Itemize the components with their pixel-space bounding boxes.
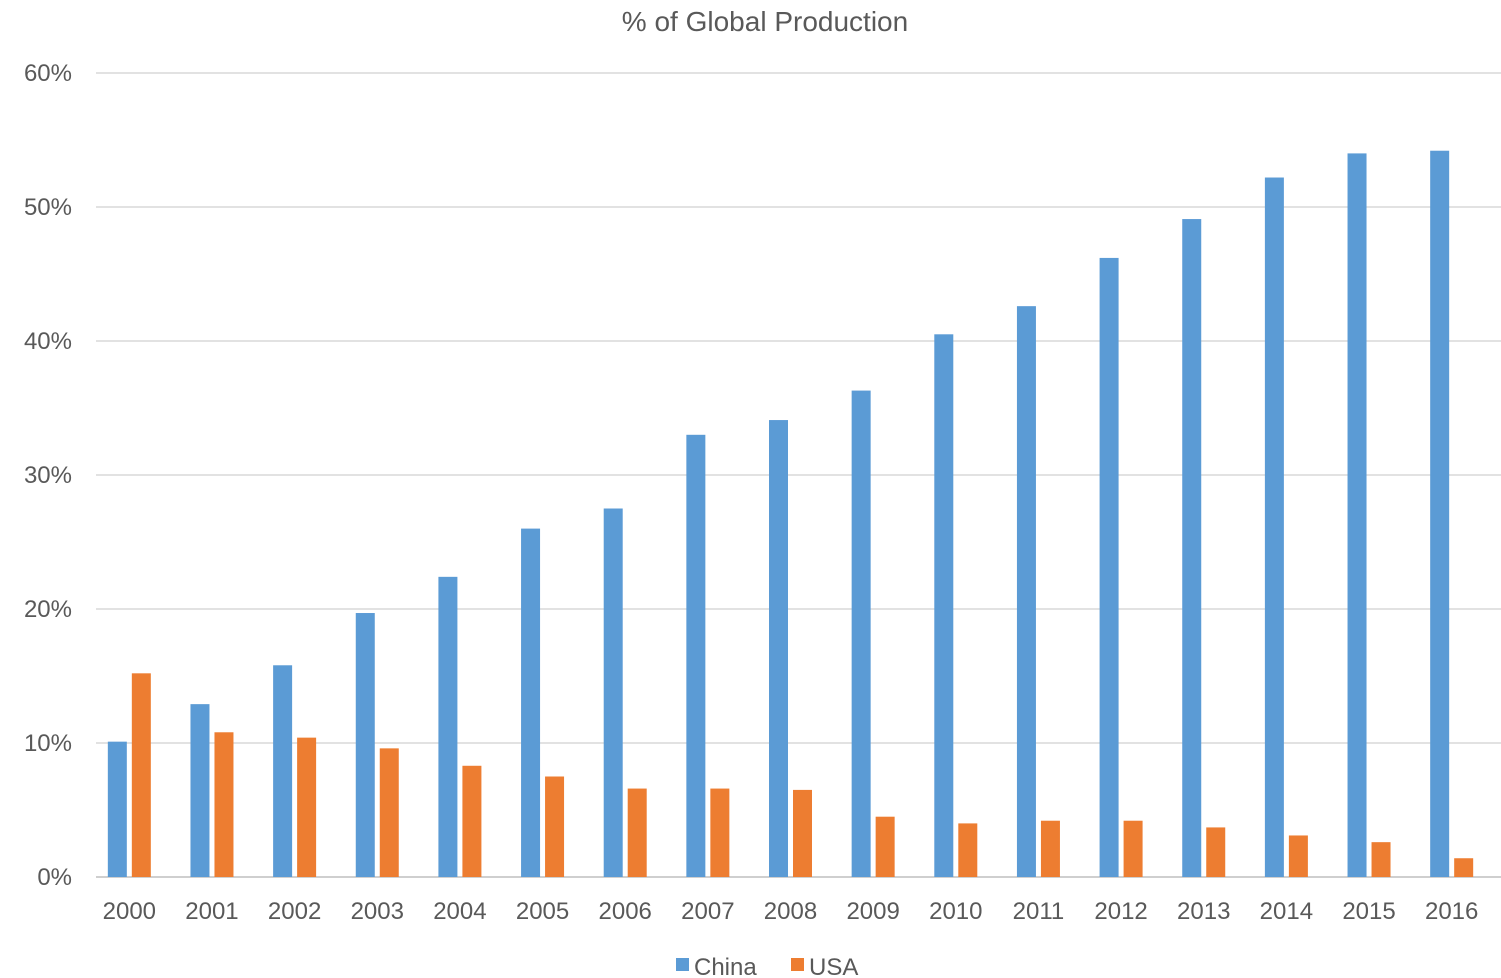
y-tick-label: 40% [24, 328, 72, 355]
bar-usa-2014 [1288, 835, 1308, 877]
y-tick-label: 0% [37, 864, 72, 891]
x-tick-label: 2012 [1094, 898, 1147, 925]
bar-usa-2008 [793, 789, 812, 877]
bar-china-2001 [190, 704, 210, 877]
bar-china-2000 [107, 741, 127, 877]
x-tick-label: 2003 [351, 898, 404, 925]
bar-usa-2012 [1123, 820, 1143, 877]
bar-usa-2005 [545, 776, 565, 877]
bar-china-2013 [1182, 219, 1202, 877]
y-tick-label: 20% [24, 596, 72, 623]
x-tick-label: 2010 [929, 898, 982, 925]
chart-title: % of Global Production [622, 6, 908, 37]
bar-usa-2006 [627, 788, 647, 877]
bar-china-2012 [1099, 257, 1119, 877]
bar-china-2010 [934, 334, 954, 877]
bar-usa-2013 [1206, 827, 1226, 877]
bar-china-2007 [686, 434, 706, 877]
y-tick-label: 30% [24, 462, 72, 489]
bar-usa-2000 [131, 673, 151, 877]
x-tick-label: 2014 [1260, 898, 1313, 925]
bar-usa-2011 [1040, 820, 1060, 877]
bar-usa-2007 [710, 788, 730, 877]
bar-usa-2002 [297, 737, 317, 877]
bar-china-2016 [1430, 150, 1450, 878]
x-tick-label: 2001 [185, 898, 238, 925]
bar-usa-2009 [875, 816, 895, 877]
x-tick-label: 2011 [1013, 898, 1065, 925]
bar-china-2015 [1347, 153, 1367, 877]
y-axis-tick-labels: 0% 10% 20% 30% 40% 50% 60% [24, 60, 72, 891]
x-tick-label: 2009 [846, 898, 899, 925]
x-tick-label: 2016 [1425, 898, 1478, 925]
bar-china-2006 [603, 508, 623, 877]
bars [107, 150, 1474, 878]
y-tick-label: 60% [24, 60, 72, 87]
bar-china-2005 [521, 528, 541, 877]
x-axis-tick-labels: 2000 2001 2002 2003 2004 2005 2006 2007 2008 2009… [103, 898, 1479, 925]
bar-china-2011 [1016, 306, 1036, 877]
legend-swatch-usa [791, 958, 804, 971]
bar-usa-2010 [958, 823, 978, 877]
bar-china-2002 [273, 665, 293, 877]
bar-china-2009 [851, 390, 871, 877]
bar-usa-2015 [1371, 842, 1391, 877]
x-tick-label: 2002 [268, 898, 321, 925]
legend-swatch-china [676, 958, 689, 971]
x-tick-label: 2005 [516, 898, 569, 925]
bar-china-2014 [1264, 177, 1284, 877]
x-tick-label: 2008 [764, 898, 817, 925]
bar-china-2004 [438, 576, 458, 877]
bar-usa-2004 [462, 765, 482, 877]
y-tick-label: 50% [24, 194, 72, 221]
x-tick-label: 2015 [1342, 898, 1395, 925]
x-tick-label: 2004 [433, 898, 486, 925]
legend-label-china: China [694, 954, 757, 978]
bar-usa-2016 [1454, 858, 1474, 877]
x-tick-label: 2006 [599, 898, 652, 925]
legend: China USA [676, 954, 858, 978]
x-tick-label: 2007 [681, 898, 734, 925]
x-tick-label: 2013 [1177, 898, 1230, 925]
bar-usa-2003 [379, 748, 399, 877]
gridlines [96, 72, 1501, 878]
y-tick-label: 10% [24, 730, 72, 757]
legend-label-usa: USA [809, 954, 858, 978]
bar-china-2003 [355, 613, 375, 877]
bar-usa-2001 [214, 732, 234, 877]
bar-china-2008 [769, 420, 788, 877]
x-tick-label: 2000 [103, 898, 156, 925]
